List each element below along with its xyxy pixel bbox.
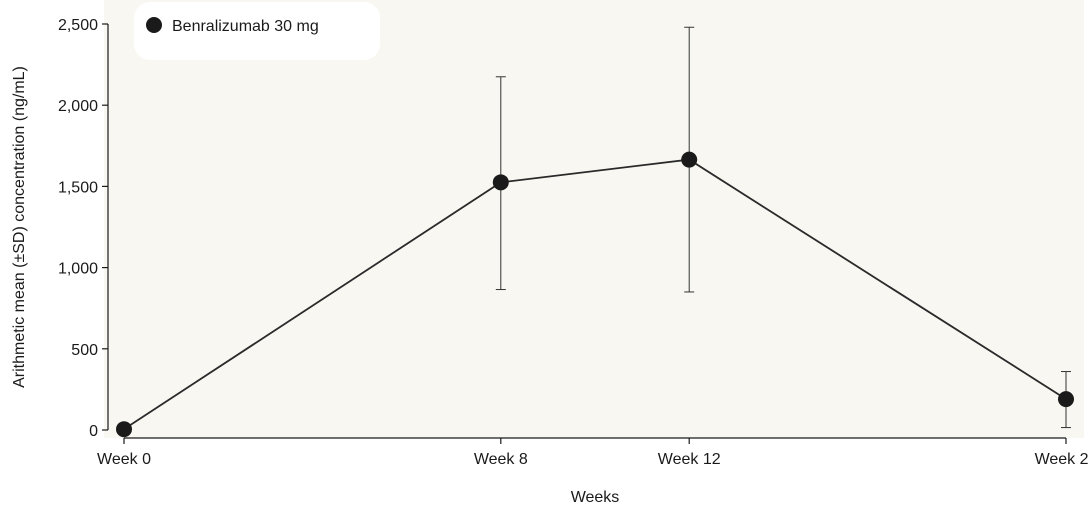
legend-label: Benralizumab 30 mg bbox=[172, 18, 319, 35]
y-tick-label: 500 bbox=[71, 342, 98, 359]
plot-background bbox=[104, 0, 1084, 438]
y-tick-label: 1,500 bbox=[58, 179, 98, 196]
data-point bbox=[116, 421, 132, 438]
x-tick-label: Week 20 bbox=[1035, 451, 1088, 468]
series-layer bbox=[116, 26, 1074, 438]
y-tick-label: 2,500 bbox=[58, 17, 98, 34]
data-point bbox=[492, 174, 509, 191]
data-point bbox=[1058, 391, 1074, 408]
y-axis: 0 500 1,000 1,500 2,000 2,500 bbox=[58, 17, 109, 440]
legend-marker bbox=[146, 17, 162, 33]
y-tick-label: 2,000 bbox=[58, 98, 98, 115]
legend: Benralizumab 30 mg bbox=[134, 2, 380, 60]
x-tick-label: Week 8 bbox=[474, 451, 528, 468]
x-tick-label: Week 12 bbox=[658, 451, 721, 468]
y-tick-label: 0 bbox=[89, 423, 98, 440]
x-axis-title: Weeks bbox=[571, 489, 620, 506]
y-tick-label: 1,000 bbox=[58, 261, 98, 278]
y-axis-title: Arithmetic mean (±SD) concentration (ng/… bbox=[11, 66, 28, 388]
data-point bbox=[681, 151, 698, 168]
legend-box bbox=[134, 2, 380, 60]
x-tick-label: Week 0 bbox=[97, 451, 151, 468]
x-axis: Week 0 Week 8 Week 12 Week 20 bbox=[97, 437, 1088, 468]
series-line bbox=[123, 158, 1067, 430]
